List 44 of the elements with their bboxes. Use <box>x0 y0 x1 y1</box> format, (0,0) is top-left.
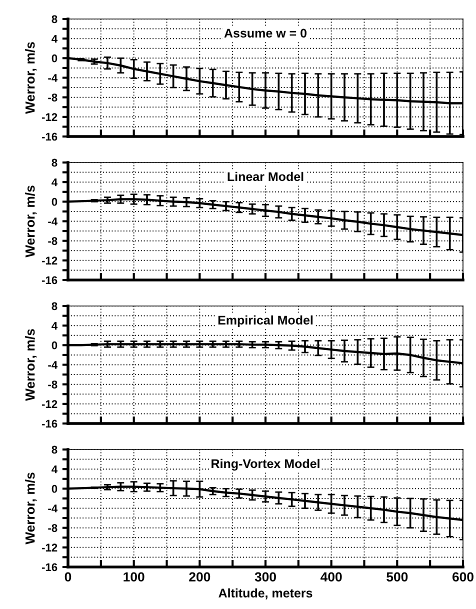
y-tick-label: -4 <box>48 361 58 369</box>
y-tick-label: 0 <box>52 198 58 206</box>
y-tick-label: 0 <box>52 484 58 493</box>
y-tick-label: -16 <box>42 420 58 428</box>
y-tick-label: -16 <box>42 276 58 284</box>
x-tick-label: 0 <box>64 572 72 582</box>
y-axis-title: Werror, m/s <box>25 186 37 258</box>
y-tick-label: -8 <box>48 380 58 388</box>
x-tick-label: 100 <box>124 572 144 582</box>
x-axis-title: Altitude, meters <box>218 588 312 600</box>
y-axis-title: Werror, m/s <box>25 472 37 544</box>
y-tick-label: -4 <box>48 74 58 82</box>
text: Linear Model <box>228 172 304 182</box>
x-tick-label: 500 <box>386 572 408 582</box>
y-tick-label: 4 <box>52 34 58 43</box>
y-tick-label: 4 <box>52 178 58 186</box>
y-tick-label: -16 <box>42 132 58 141</box>
y-tick-label: -8 <box>48 237 58 245</box>
y-tick-label: -16 <box>42 563 58 572</box>
y-tick-label: 0 <box>52 54 58 62</box>
y-tick-label: 4 <box>52 322 58 330</box>
x-tick-label: 300 <box>254 572 276 582</box>
text: Assume w = 0 <box>224 28 306 38</box>
y-axis-title: Werror, m/s <box>25 42 37 114</box>
y-tick-label: -12 <box>42 544 58 552</box>
y-tick-label: -8 <box>48 524 58 532</box>
text: Empirical Model <box>218 315 313 328</box>
y-tick-label: -12 <box>42 400 58 408</box>
x-tick-label: 600 <box>452 572 474 582</box>
y-tick-label: 0 <box>52 341 58 350</box>
y-tick-label: 8 <box>52 15 58 24</box>
y-tick-label: 8 <box>52 158 58 167</box>
y-tick-label: 4 <box>52 465 58 474</box>
y-tick-label: 8 <box>52 302 58 310</box>
text: Ring-Vortex Model <box>212 458 320 471</box>
x-tick-label: 400 <box>320 572 342 582</box>
y-tick-label: -4 <box>48 504 58 512</box>
y-tick-label: -12 <box>42 113 58 121</box>
y-axis-title: Werror, m/s <box>25 329 37 401</box>
y-tick-label: -12 <box>42 256 58 264</box>
y-tick-label: -4 <box>48 218 58 226</box>
y-tick-label: 8 <box>52 446 58 454</box>
x-tick-label: 200 <box>189 572 210 582</box>
y-tick-label: -8 <box>48 94 58 102</box>
